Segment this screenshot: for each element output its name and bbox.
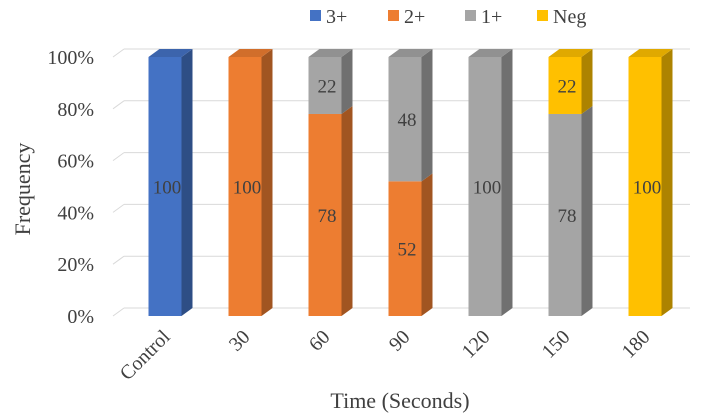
bar-segment: [148, 57, 182, 316]
bar-segment: [308, 57, 342, 114]
x-tick-label: 30: [225, 326, 255, 356]
legend: 3+ 2+ 1+ Neg: [310, 6, 586, 28]
data-label: 48: [398, 110, 417, 131]
bar-segment-side: [181, 49, 193, 316]
bar-segment: [548, 57, 582, 114]
bar-segment: [388, 181, 422, 316]
legend-swatch: [388, 10, 399, 21]
y-tick-label: 80%: [57, 99, 94, 121]
legend-label: 2+: [404, 6, 425, 28]
bar-segment-side: [261, 49, 273, 316]
x-tick-label: 150: [538, 326, 575, 363]
bar-top: [628, 49, 673, 57]
bar-segment-side: [581, 105, 593, 316]
bars: [148, 49, 673, 316]
bar-top: [468, 49, 513, 57]
data-label: 100: [473, 178, 502, 199]
legend-swatch: [310, 10, 321, 21]
bar-segment: [388, 57, 422, 182]
data-labels: 100 100 78 22 52 48 100 78 22 100: [153, 76, 662, 260]
gridline-depth: [112, 48, 125, 58]
bar-segment-side: [581, 49, 593, 114]
bar-top: [308, 49, 353, 57]
data-label: 100: [233, 178, 262, 199]
x-tick-label: 180: [618, 326, 655, 363]
x-tick-labels: Control 30 60 90 120 150 180: [116, 326, 655, 385]
y-tick-label: 20%: [57, 254, 94, 276]
gridline-depth: [112, 152, 125, 162]
y-tick-label: 40%: [57, 202, 94, 224]
gridline-depth: [112, 203, 125, 213]
data-label: 52: [398, 240, 417, 261]
x-tick-label: 60: [305, 326, 335, 356]
y-tick-label: 0%: [67, 306, 94, 328]
bar-segment-side: [421, 173, 433, 316]
data-label: 78: [318, 206, 337, 227]
y-tick-label: 100%: [47, 47, 94, 69]
data-label: 22: [558, 76, 577, 97]
bar-segment-side: [421, 49, 433, 182]
bar-top: [548, 49, 593, 57]
x-tick-label: 90: [385, 326, 415, 356]
bar-segment-side: [341, 49, 353, 114]
bar-top: [228, 49, 273, 57]
data-label: 100: [153, 178, 182, 199]
bar-segment: [228, 57, 262, 316]
bar-segment-side: [661, 49, 673, 316]
bar-top: [388, 49, 433, 57]
x-axis-title: Time (Seconds): [330, 388, 469, 413]
gridline-depth: [112, 307, 125, 317]
legend-swatch: [537, 10, 548, 21]
bar-segment: [468, 57, 502, 316]
legend-label: Neg: [553, 6, 586, 28]
legend-label: 3+: [326, 6, 347, 28]
x-tick-label: 120: [458, 326, 495, 363]
legend-label: 1+: [481, 6, 502, 28]
bar-top: [148, 49, 193, 57]
x-tick-label: Control: [116, 326, 175, 385]
gridline-depth: [112, 255, 125, 265]
legend-swatch: [465, 10, 476, 21]
bar-segment: [308, 113, 342, 316]
gridline-depth: [112, 100, 125, 110]
bar-segment-side: [501, 49, 513, 316]
data-label: 78: [558, 206, 577, 227]
bar-segment-side: [341, 105, 353, 316]
bar-segment: [628, 57, 662, 316]
data-label: 22: [318, 76, 337, 97]
bar-segment: [548, 113, 582, 316]
y-tick-label: 60%: [57, 151, 94, 173]
data-label: 100: [633, 178, 662, 199]
y-axis-title: Frequency: [10, 143, 35, 236]
y-tick-labels: 0% 20% 40% 60% 80% 100%: [47, 47, 94, 328]
